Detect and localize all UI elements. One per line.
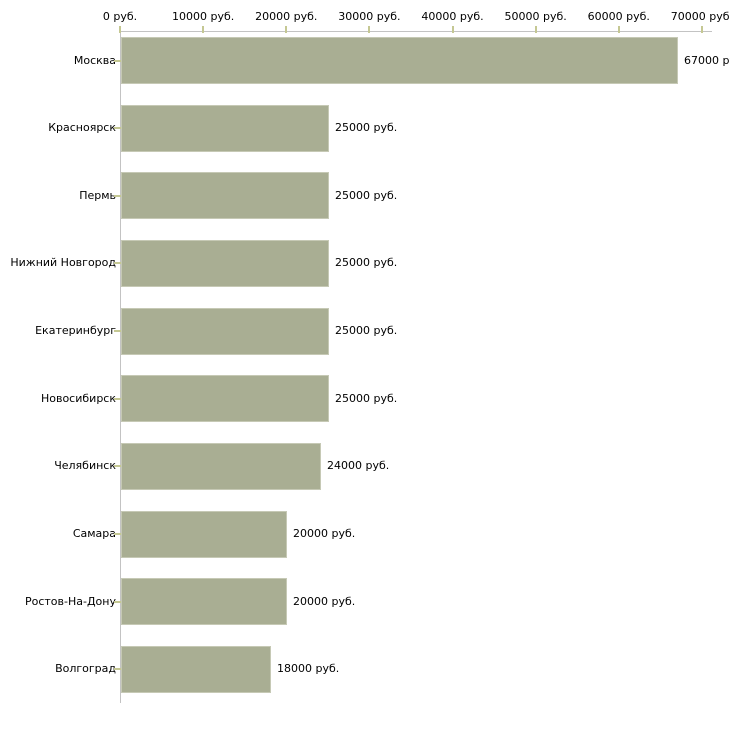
bar [121, 510, 287, 558]
value-label: 67000 руб. [684, 53, 730, 67]
y-axis-tick [114, 59, 121, 62]
y-axis-tick [114, 194, 121, 197]
value-label: 25000 руб. [335, 188, 398, 202]
bar [121, 104, 329, 152]
y-axis-tick [114, 262, 121, 265]
category-label: Нижний Новгород [10, 256, 116, 270]
value-label: 25000 руб. [335, 121, 398, 135]
value-label: 25000 руб. [335, 324, 398, 338]
y-axis-tick [114, 330, 121, 333]
bar [121, 307, 329, 355]
y-axis-tick [114, 127, 121, 130]
x-axis-tick [700, 26, 703, 33]
x-axis-tick-label: 70000 руб. [670, 10, 730, 23]
bar [121, 172, 329, 220]
value-label: 24000 руб. [327, 459, 390, 473]
category-label: Екатеринбург [35, 324, 116, 338]
y-axis-tick [114, 465, 121, 468]
value-label: 20000 руб. [293, 527, 356, 541]
x-axis-line [120, 31, 712, 32]
x-axis-tick-label: 40000 руб. [421, 10, 484, 23]
x-axis-tick [617, 26, 620, 33]
bar [121, 375, 329, 423]
value-label: 18000 руб. [277, 662, 340, 676]
category-label: Пермь [79, 188, 116, 202]
x-axis-tick-label: 50000 руб. [504, 10, 567, 23]
category-label: Челябинск [54, 459, 116, 473]
x-axis-tick [534, 26, 537, 33]
category-label: Ростов-На-Дону [24, 594, 116, 608]
x-axis-tick-label: 20000 руб. [255, 10, 318, 23]
category-label: Москва [73, 53, 116, 67]
bar [121, 578, 287, 626]
x-axis-tick-label: 10000 руб. [171, 10, 235, 23]
x-axis-tick [202, 26, 205, 33]
category-label: Волгоград [55, 662, 116, 676]
y-axis-line [120, 31, 121, 703]
value-label: 25000 руб. [335, 256, 398, 270]
value-label: 20000 руб. [293, 594, 356, 608]
bar [121, 645, 271, 693]
x-axis-tick [451, 26, 454, 33]
category-label: Красноярск [48, 121, 116, 135]
x-axis-tick [119, 26, 121, 33]
bar [121, 37, 678, 84]
x-axis-tick-label: 30000 руб. [338, 10, 401, 23]
x-axis-tick-label: 60000 руб. [587, 10, 650, 23]
bar [121, 442, 321, 490]
category-label: Новосибирск [40, 391, 116, 405]
x-axis-tick-label: 0 руб. [102, 10, 138, 23]
bar [121, 239, 329, 287]
category-label: Самара [72, 527, 116, 541]
y-axis-tick [114, 668, 121, 671]
value-label: 25000 руб. [335, 391, 398, 405]
y-axis-tick [114, 533, 121, 536]
x-axis-tick [368, 26, 371, 33]
y-axis-tick [114, 397, 121, 400]
x-axis-tick [285, 26, 288, 33]
y-axis-tick [114, 600, 121, 603]
